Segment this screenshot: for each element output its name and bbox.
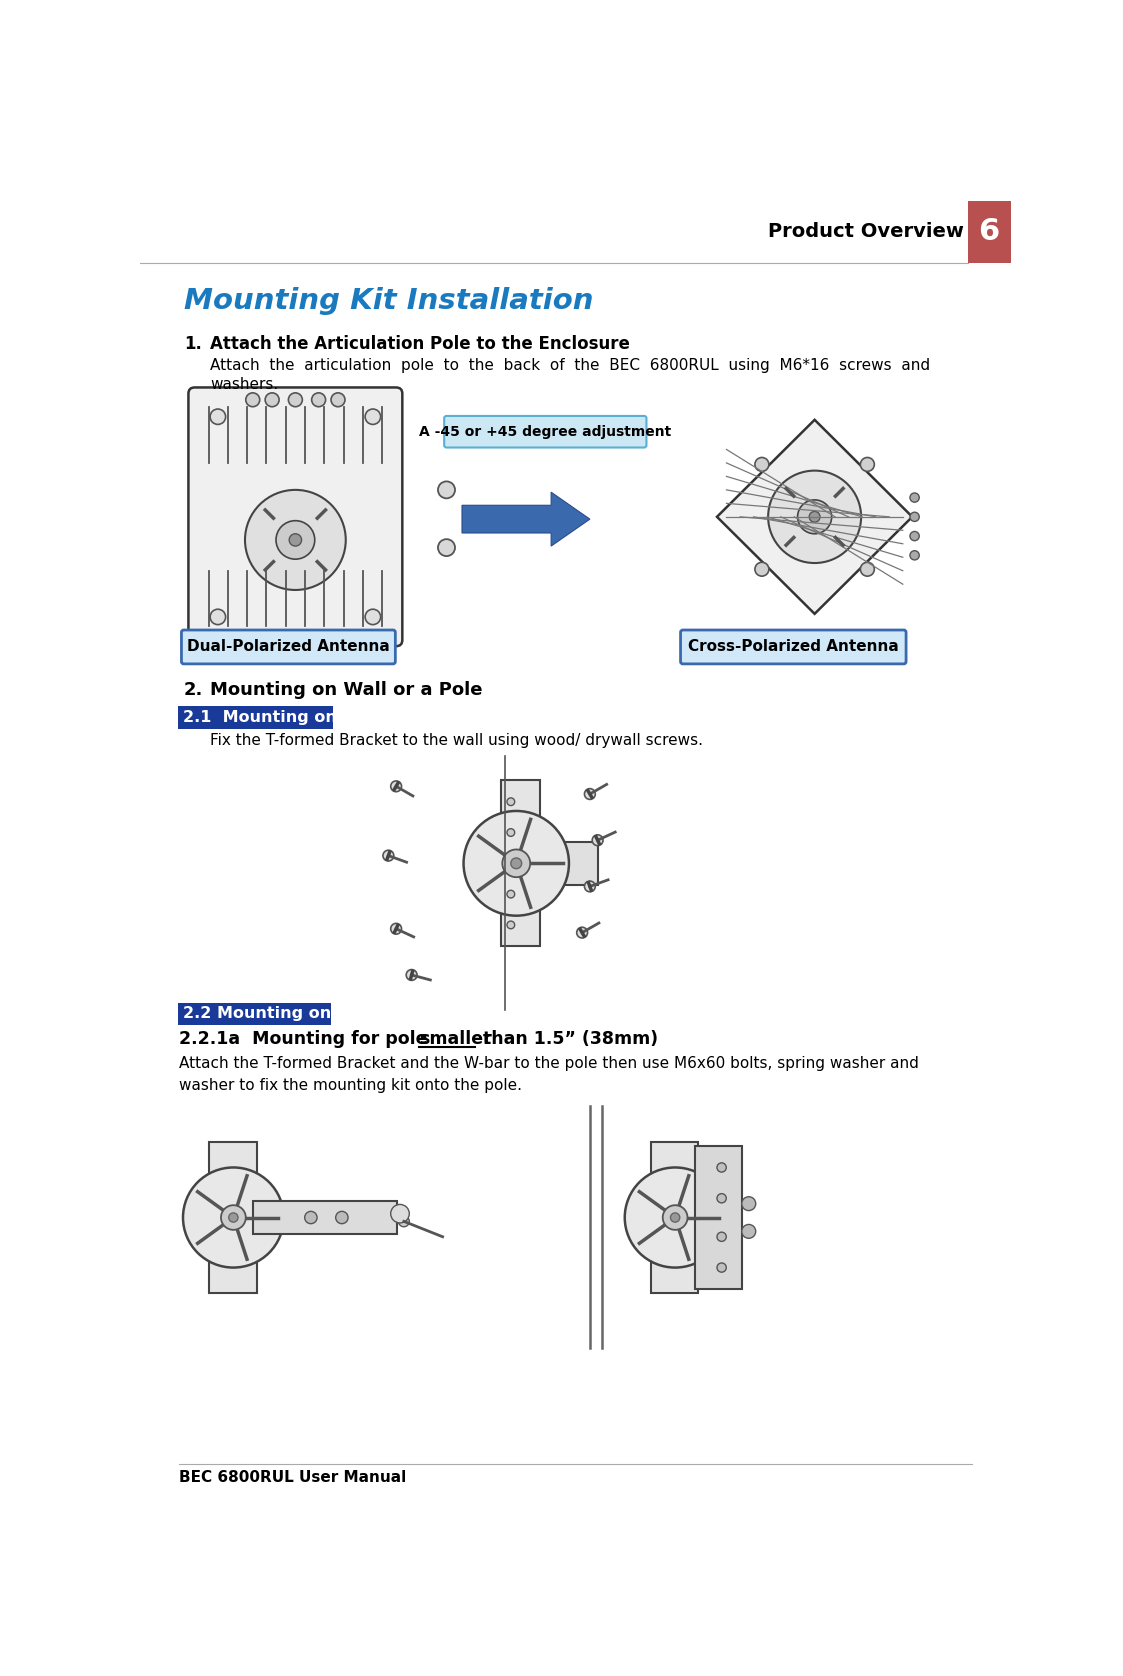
Text: Attach the Articulation Pole to the Enclosure: Attach the Articulation Pole to the Encl… [210,335,630,352]
Circle shape [755,458,769,471]
Circle shape [670,1213,679,1222]
Circle shape [502,850,530,877]
Text: 6: 6 [978,218,999,246]
Circle shape [768,471,861,563]
Circle shape [391,1205,409,1223]
Circle shape [797,499,832,533]
FancyBboxPatch shape [532,841,599,885]
Text: Attach the T-formed Bracket and the W-bar to the pole then use M6x60 bolts, spri: Attach the T-formed Bracket and the W-ba… [180,1056,919,1071]
Text: Cross-Polarized Antenna: Cross-Polarized Antenna [687,640,898,654]
Circle shape [365,409,381,424]
Text: 1.: 1. [184,335,202,352]
FancyBboxPatch shape [182,630,395,664]
Circle shape [383,850,394,861]
Polygon shape [462,493,590,546]
FancyBboxPatch shape [179,706,334,729]
Circle shape [331,392,345,407]
Text: Product Overview: Product Overview [767,223,964,241]
Circle shape [289,392,302,407]
Text: 2.: 2. [184,680,203,699]
FancyBboxPatch shape [179,1002,331,1026]
Polygon shape [716,419,912,613]
Circle shape [860,561,875,577]
Circle shape [336,1212,348,1223]
Text: 2.1  Mounting on Wall: 2.1 Mounting on Wall [183,709,381,724]
Text: Mounting on Wall or a Pole: Mounting on Wall or a Pole [210,680,483,699]
FancyBboxPatch shape [501,779,539,947]
Circle shape [663,1205,687,1230]
Text: smaller: smaller [419,1029,492,1048]
Circle shape [506,922,514,929]
Circle shape [245,489,346,590]
Text: 2.2.1a  Mounting for pole: 2.2.1a Mounting for pole [180,1029,433,1048]
Circle shape [210,608,226,625]
FancyBboxPatch shape [253,1202,396,1234]
Circle shape [290,533,302,546]
Circle shape [910,513,920,521]
Circle shape [584,789,595,799]
Circle shape [391,923,402,934]
FancyBboxPatch shape [681,630,906,664]
Circle shape [716,1232,727,1242]
Circle shape [716,1163,727,1172]
Circle shape [183,1168,284,1267]
Circle shape [506,890,514,898]
Circle shape [399,1217,409,1227]
Circle shape [910,531,920,541]
Circle shape [464,811,569,915]
Circle shape [742,1197,756,1210]
Circle shape [577,927,587,939]
Circle shape [221,1205,246,1230]
Circle shape [506,798,514,806]
Bar [968,201,1011,263]
Text: washers.: washers. [210,377,279,392]
Text: Attach  the  articulation  pole  to  the  back  of  the  BEC  6800RUL  using  M6: Attach the articulation pole to the back… [210,357,930,372]
Text: Mounting Kit Installation: Mounting Kit Installation [184,287,593,315]
Circle shape [210,409,226,424]
Text: A -45 or +45 degree adjustment: A -45 or +45 degree adjustment [419,424,672,439]
Circle shape [592,835,603,846]
Circle shape [742,1225,756,1239]
Circle shape [624,1168,725,1267]
Circle shape [716,1264,727,1272]
Circle shape [584,882,595,892]
Text: Dual-Polarized Antenna: Dual-Polarized Antenna [188,640,390,654]
Text: Fix the T-formed Bracket to the wall using wood/ drywall screws.: Fix the T-formed Bracket to the wall usi… [210,732,703,747]
Circle shape [755,561,769,577]
Circle shape [716,1193,727,1203]
FancyBboxPatch shape [651,1141,699,1292]
Circle shape [910,493,920,503]
Text: BEC 6800RUL User Manual: BEC 6800RUL User Manual [180,1470,407,1485]
Circle shape [312,392,326,407]
Text: washer to fix the mounting kit onto the pole.: washer to fix the mounting kit onto the … [180,1078,522,1093]
Circle shape [810,511,820,523]
Circle shape [438,481,455,498]
Circle shape [910,551,920,560]
FancyBboxPatch shape [694,1146,742,1289]
Circle shape [511,858,522,868]
Circle shape [860,458,875,471]
Text: 2.2 Mounting on a Pole: 2.2 Mounting on a Pole [183,1006,392,1021]
Circle shape [407,970,417,980]
Circle shape [276,521,314,560]
Text: than 1.5” (38mm): than 1.5” (38mm) [477,1029,658,1048]
Circle shape [246,392,259,407]
Circle shape [304,1212,317,1223]
Circle shape [506,828,514,836]
Circle shape [365,608,381,625]
Circle shape [391,781,402,791]
FancyBboxPatch shape [445,416,647,447]
Circle shape [265,392,280,407]
FancyBboxPatch shape [209,1141,257,1292]
FancyBboxPatch shape [189,387,402,647]
Circle shape [438,540,455,556]
Circle shape [229,1213,238,1222]
